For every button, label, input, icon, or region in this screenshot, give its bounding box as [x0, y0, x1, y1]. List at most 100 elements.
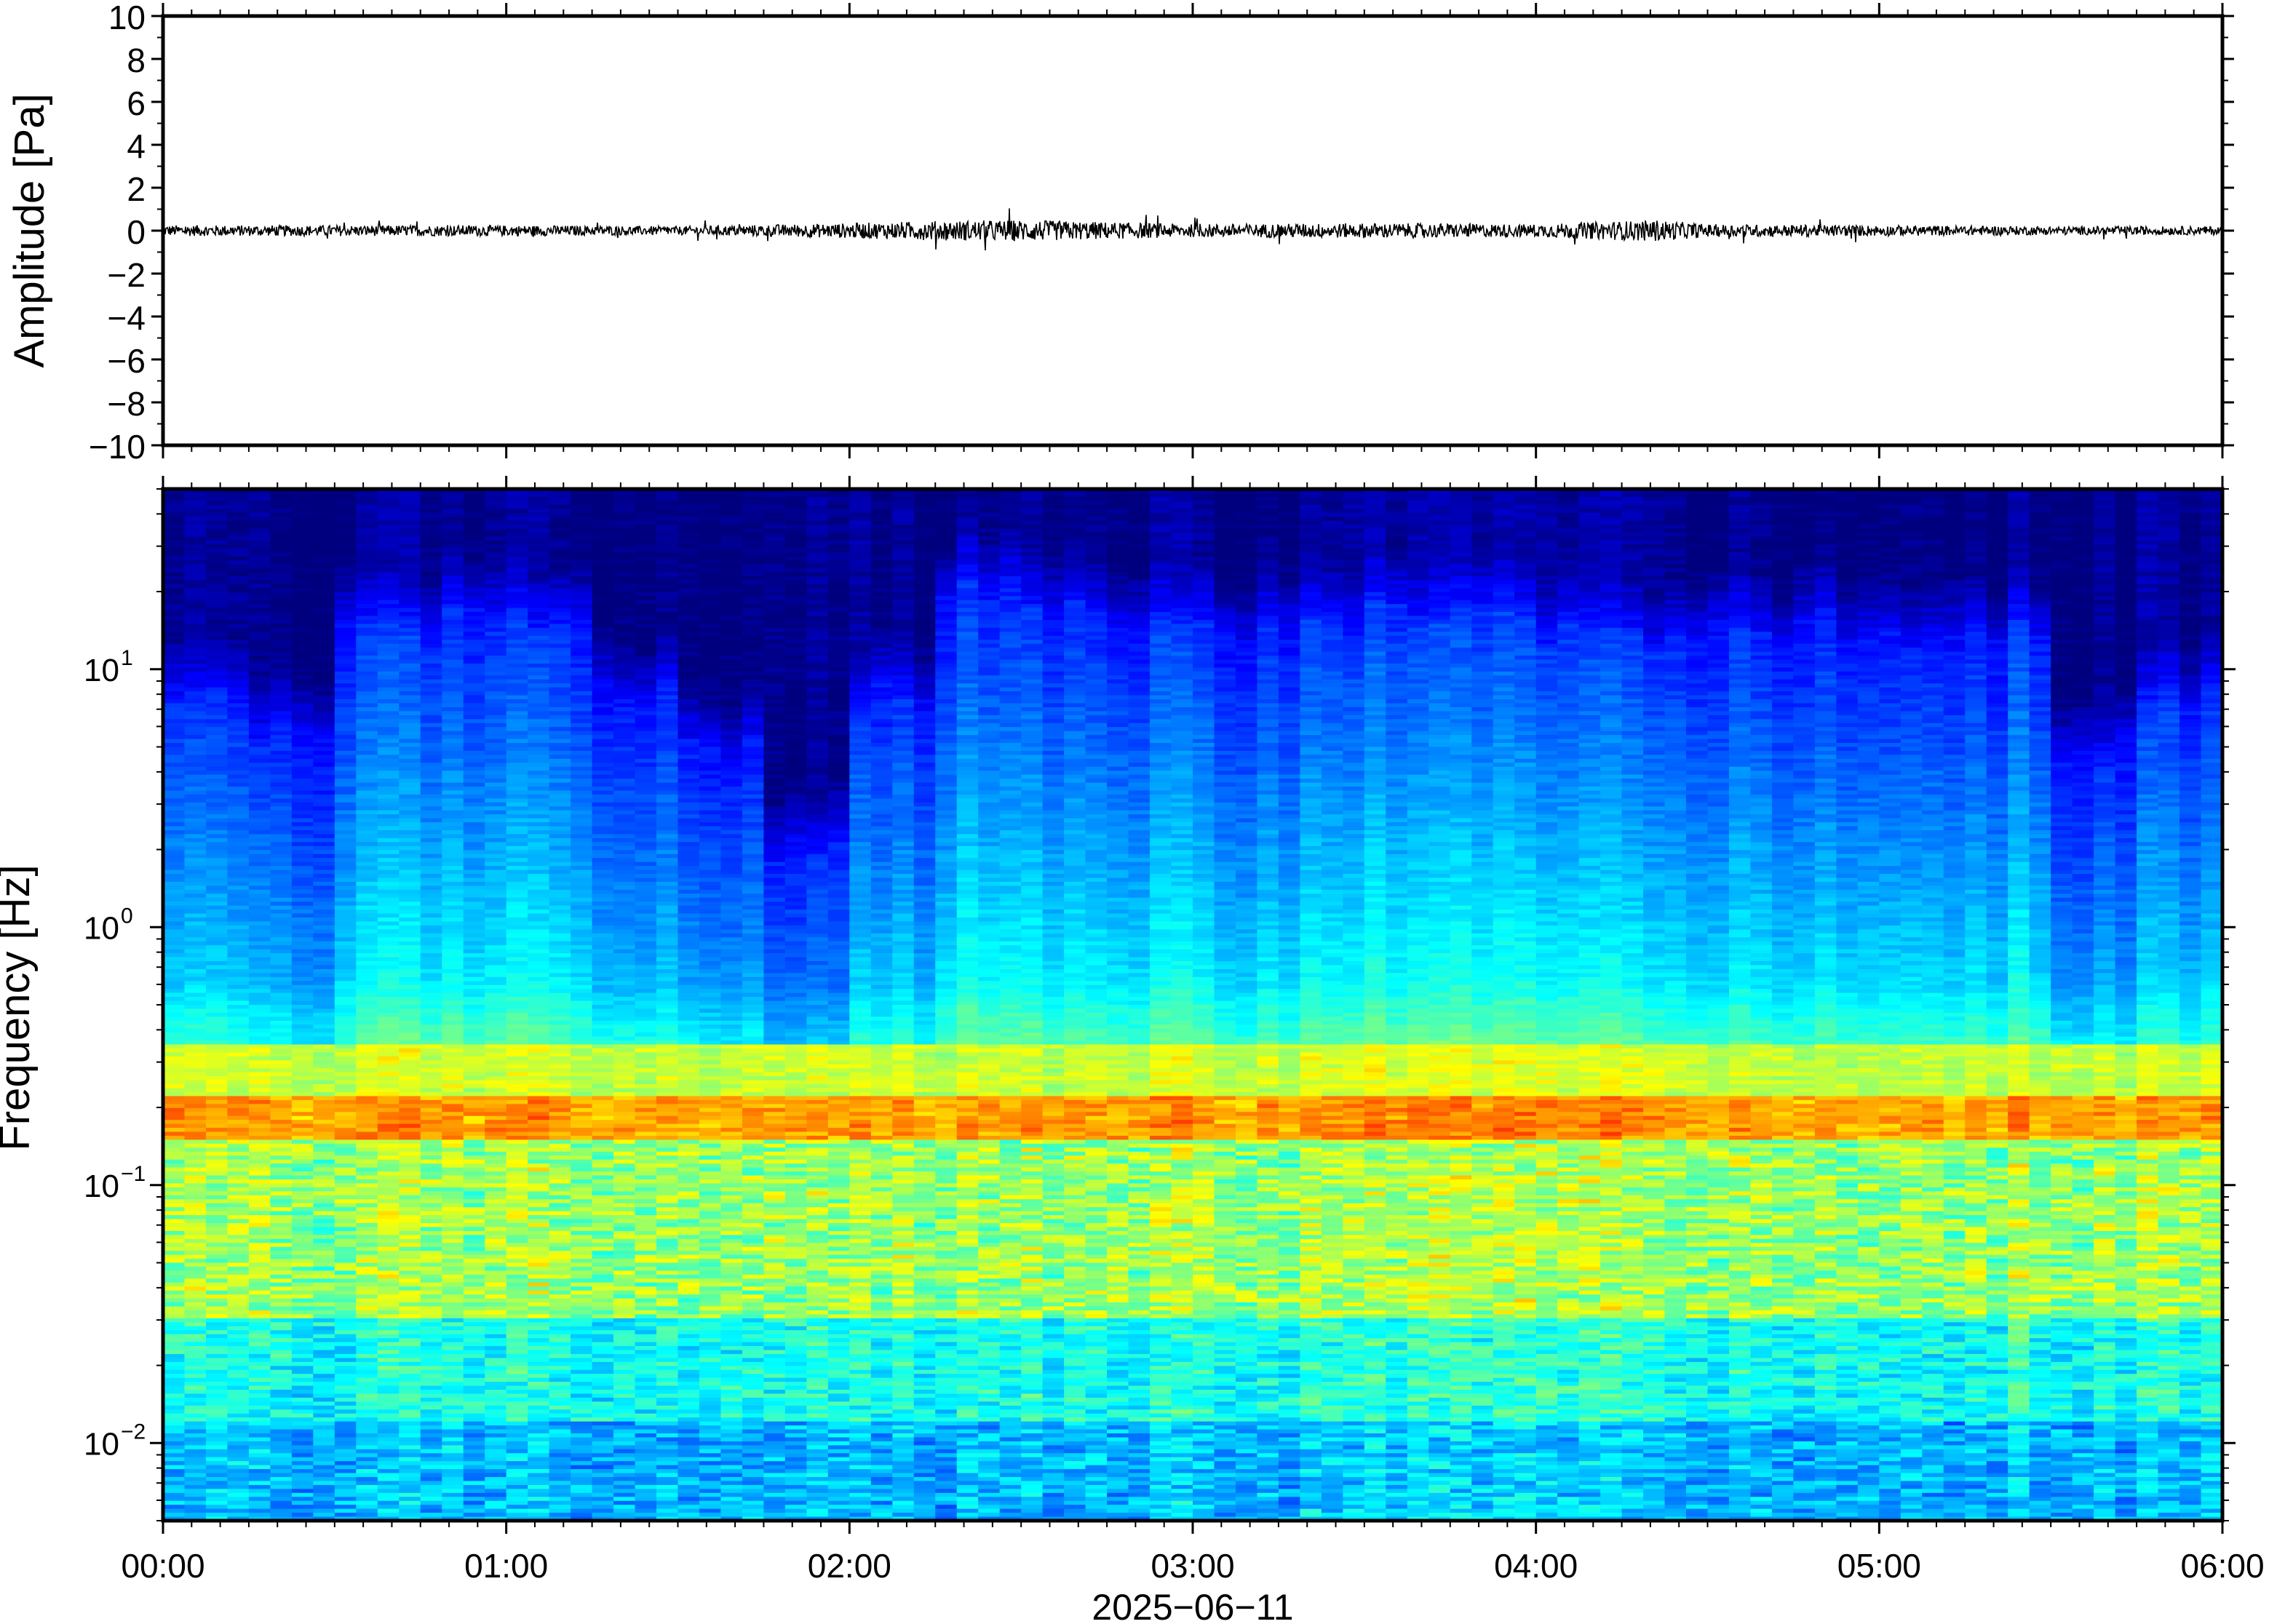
- spectrogram-cell: [291, 1072, 314, 1077]
- spectrogram-cell: [270, 648, 293, 653]
- spectrogram-cell: [356, 1465, 378, 1470]
- spectrogram-cell: [184, 1346, 207, 1351]
- spectrogram-cell: [442, 739, 464, 744]
- spectrogram-cell: [291, 711, 314, 716]
- spectrogram-cell: [205, 612, 229, 617]
- spectrogram-cell: [399, 528, 421, 533]
- spectrogram-cell: [248, 1016, 271, 1022]
- spectrogram-cell: [248, 981, 271, 986]
- spectrogram-cell: [313, 1016, 335, 1022]
- spectrogram-cell: [399, 493, 421, 498]
- spectrogram-cell: [163, 1246, 186, 1251]
- spectrogram-cell: [356, 1314, 378, 1319]
- spectrogram-cell: [163, 1107, 186, 1112]
- spectrogram-cell: [205, 616, 229, 621]
- spectrogram-cell: [248, 1259, 271, 1264]
- spectrogram-cell: [334, 779, 357, 784]
- spectrogram-cell: [463, 1314, 485, 1319]
- spectrogram-cell: [399, 1227, 421, 1232]
- spectrogram-cell: [399, 1513, 421, 1518]
- spectrogram-cell: [528, 520, 550, 525]
- spectrogram-cell: [399, 1195, 421, 1200]
- spectrogram-cell: [528, 1314, 550, 1319]
- spectrogram-cell: [377, 576, 400, 581]
- spectrogram-cell: [248, 1374, 271, 1379]
- spectrogram-cell: [205, 1314, 229, 1319]
- spectrogram-cell: [528, 810, 550, 815]
- spectrogram-cell: [334, 1330, 357, 1335]
- spectrogram-cell: [356, 675, 378, 680]
- spectrogram-cell: [442, 1457, 464, 1462]
- spectrogram-cell: [205, 1147, 229, 1153]
- spectrogram-cell: [270, 1366, 293, 1371]
- spectrogram-cell: [399, 984, 421, 990]
- spectrogram-cell: [399, 572, 421, 577]
- spectrogram-cell: [270, 727, 293, 732]
- spectrogram-cell: [334, 1274, 357, 1279]
- spectrogram-cell: [184, 1072, 207, 1077]
- spectrogram-cell: [463, 1358, 485, 1363]
- spectrogram-cell: [506, 755, 528, 760]
- spectrogram-cell: [205, 627, 229, 632]
- spectrogram-cell: [442, 1350, 464, 1355]
- spectrogram-cell: [248, 548, 271, 553]
- spectrogram-cell: [420, 1330, 442, 1335]
- spectrogram-cell: [184, 1099, 207, 1104]
- spectrogram-cell: [442, 1286, 464, 1291]
- spectrogram-cell: [485, 1028, 507, 1033]
- spectrogram-cell: [528, 1461, 550, 1466]
- spectrogram-cell: [291, 1492, 314, 1497]
- spectrogram-cell: [334, 1159, 357, 1164]
- spectrogram-cell: [442, 1191, 464, 1196]
- spectrogram-cell: [442, 512, 464, 517]
- spectrogram-cell: [313, 651, 335, 656]
- spectrogram-cell: [463, 568, 485, 573]
- spectrogram-cell: [442, 913, 464, 918]
- spectrogram-cell: [248, 576, 271, 581]
- spectrogram-cell: [291, 706, 314, 712]
- spectrogram-cell: [248, 1064, 271, 1069]
- spectrogram-cell: [334, 1104, 357, 1109]
- spectrogram-cell: [377, 1489, 400, 1494]
- spectrogram-cell: [205, 1115, 229, 1121]
- spectrogram-cell: [356, 1159, 378, 1164]
- spectrogram-cell: [506, 699, 528, 704]
- spectrogram-cell: [528, 687, 550, 692]
- spectrogram-cell: [313, 810, 335, 815]
- spectrogram-cell: [205, 905, 229, 910]
- spectrogram-cell: [485, 874, 507, 879]
- spectrogram-cell: [420, 1477, 442, 1482]
- spectrogram-cell: [549, 881, 571, 886]
- spectrogram-cell: [485, 1262, 507, 1267]
- spectrogram-cell: [399, 1020, 421, 1025]
- spectrogram-cell: [356, 1489, 378, 1494]
- spectrogram-cell: [313, 504, 335, 509]
- spectrogram-cell: [248, 1171, 271, 1177]
- spectrogram-cell: [313, 663, 335, 669]
- spectrogram-cell: [291, 1453, 314, 1458]
- spectrogram-cell: [334, 1135, 357, 1141]
- spectrogram-cell: [528, 961, 550, 966]
- spectrogram-cell: [506, 874, 528, 879]
- spectrogram-cell: [334, 584, 357, 589]
- spectrogram-cell: [163, 802, 186, 807]
- spectrogram-cell: [399, 921, 421, 926]
- spectrogram-cell: [227, 1227, 250, 1232]
- spectrogram-cell: [270, 596, 293, 601]
- spectrogram-cell: [549, 588, 571, 593]
- spectrogram-cell: [549, 572, 571, 577]
- spectrogram-cell: [506, 496, 528, 501]
- spectrogram-cell: [270, 842, 293, 847]
- spectrogram-cell: [485, 1314, 507, 1319]
- spectrogram-cell: [506, 1353, 528, 1358]
- spectrogram-cell: [377, 1437, 400, 1442]
- spectrogram-cell: [442, 517, 464, 522]
- spectrogram-cell: [506, 1433, 528, 1438]
- spectrogram-cell: [205, 1254, 229, 1259]
- spectrogram-cell: [442, 544, 464, 549]
- spectrogram-cell: [184, 1076, 207, 1081]
- spectrogram-cell: [248, 1096, 271, 1101]
- spectrogram-cell: [334, 1195, 357, 1200]
- spectrogram-cell: [334, 1318, 357, 1323]
- spectrogram-cell: [356, 1147, 378, 1153]
